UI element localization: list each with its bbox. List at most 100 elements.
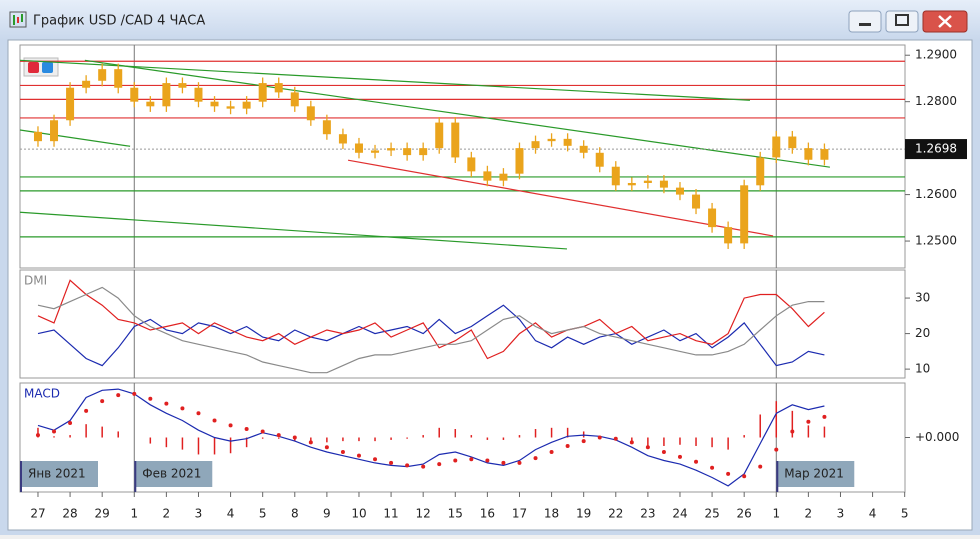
signal-dot xyxy=(196,411,201,416)
candle-body xyxy=(579,145,588,153)
signal-dot xyxy=(597,435,602,440)
candle-body xyxy=(194,87,203,102)
dmi-panel xyxy=(19,269,906,379)
candle-body xyxy=(210,101,219,107)
x-tick-label: 1 xyxy=(772,507,780,521)
signal-dot xyxy=(469,457,474,462)
candle-body xyxy=(724,227,733,244)
signal-dot xyxy=(710,465,715,470)
x-tick-label: 5 xyxy=(901,507,909,521)
x-tick-label: 5 xyxy=(259,507,267,521)
signal-dot xyxy=(629,440,634,445)
y-tick-label: 1.2500 xyxy=(915,234,957,248)
candle-body xyxy=(643,180,652,183)
signal-dot xyxy=(405,463,410,468)
y-tick-label: 30 xyxy=(915,291,930,305)
y-tick-label: 20 xyxy=(915,326,930,340)
trend-line xyxy=(347,159,774,237)
candle-body xyxy=(756,157,765,186)
x-tick-label: 11 xyxy=(383,507,398,521)
indicator-line xyxy=(37,388,825,487)
signal-dot xyxy=(116,393,121,398)
x-tick-label: 28 xyxy=(62,507,77,521)
signal-dot xyxy=(421,464,426,469)
candle-body xyxy=(675,187,684,195)
minimize-button[interactable] xyxy=(848,10,882,33)
signal-dot xyxy=(212,418,217,423)
x-tick-label: 23 xyxy=(640,507,655,521)
month-label: Мар 2021 xyxy=(784,467,844,481)
y-tick-label: 1.2800 xyxy=(915,94,957,108)
app-icon xyxy=(9,11,27,28)
signal-dot xyxy=(35,433,40,438)
signal-dot xyxy=(806,419,811,424)
candle-body xyxy=(98,69,107,81)
signal-dot xyxy=(726,471,731,476)
candle-body xyxy=(146,101,155,107)
x-tick-label: 3 xyxy=(837,507,845,521)
candle-body xyxy=(130,87,139,102)
candle-body xyxy=(354,143,363,153)
candle-body xyxy=(740,185,749,244)
x-tick-label: 24 xyxy=(672,507,687,521)
signal-dot xyxy=(758,464,763,469)
x-tick-label: 26 xyxy=(737,507,752,521)
candle-body xyxy=(290,92,299,107)
candle-body xyxy=(451,122,460,158)
candle-body xyxy=(547,138,556,142)
signal-dot xyxy=(774,447,779,452)
maximize-button[interactable] xyxy=(885,10,919,33)
x-tick-label: 12 xyxy=(416,507,431,521)
signal-dot xyxy=(373,457,378,462)
signal-dot xyxy=(581,439,586,444)
signal-dot xyxy=(324,445,329,450)
signal-dot xyxy=(822,414,827,419)
signal-dot xyxy=(565,443,570,448)
month-box xyxy=(20,461,98,487)
close-button[interactable] xyxy=(922,10,968,33)
window-title: График USD /CAD 4 ЧАСА xyxy=(33,14,205,29)
signal-dot xyxy=(517,460,522,465)
month-label: Янв 2021 xyxy=(28,467,86,481)
indicator-line xyxy=(37,279,825,360)
signal-dot xyxy=(84,408,89,413)
x-tick-label: 19 xyxy=(576,507,591,521)
signal-dot xyxy=(68,420,73,425)
month-box xyxy=(776,461,855,487)
x-tick-label: 29 xyxy=(95,507,110,521)
last-price-box xyxy=(905,139,967,160)
signal-dot xyxy=(613,436,618,441)
candle-body xyxy=(788,136,797,149)
candle-body xyxy=(258,83,267,102)
candle-body xyxy=(242,101,251,109)
signal-dot xyxy=(533,456,538,461)
signal-dot xyxy=(292,435,297,440)
y-tick-label: 1.2900 xyxy=(915,48,957,62)
candle-body xyxy=(82,80,91,88)
candle-body xyxy=(611,166,620,186)
x-tick-label: 1 xyxy=(130,507,138,521)
candle-body xyxy=(226,106,235,109)
y-tick-label: 1.2600 xyxy=(915,187,957,201)
signal-dot xyxy=(228,423,233,428)
x-tick-label: 4 xyxy=(869,507,877,521)
panel-badge xyxy=(23,57,59,77)
indicator-line xyxy=(37,286,825,374)
candle-body xyxy=(322,120,331,135)
x-tick-label: 10 xyxy=(351,507,366,521)
signal-dot xyxy=(148,396,153,401)
candle-body xyxy=(659,180,668,188)
candle-body xyxy=(435,122,444,149)
candle-body xyxy=(50,120,59,142)
signal-dot xyxy=(677,454,682,459)
chart-area xyxy=(7,39,973,531)
x-tick-label: 17 xyxy=(512,507,527,521)
signal-dot xyxy=(389,460,394,465)
signal-dot xyxy=(645,445,650,450)
indicator-line xyxy=(37,304,825,367)
signal-dot xyxy=(276,433,281,438)
signal-dot xyxy=(453,458,458,463)
candle-body xyxy=(515,148,524,174)
panel-title: DMI xyxy=(24,274,47,288)
